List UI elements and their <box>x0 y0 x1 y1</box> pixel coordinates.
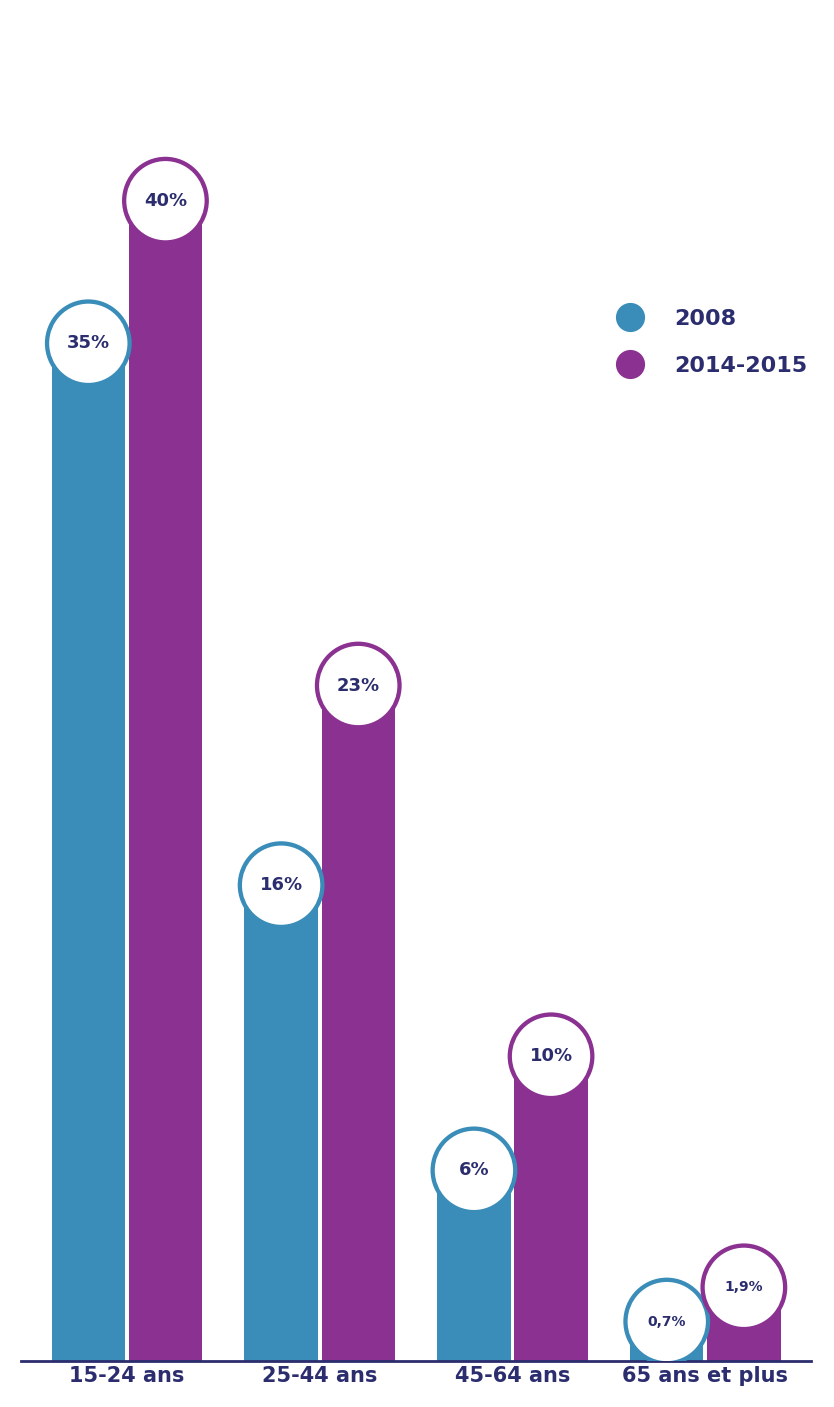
Ellipse shape <box>319 646 397 725</box>
Legend: 2008, 2014-2015: 2008, 2014-2015 <box>599 300 816 384</box>
Ellipse shape <box>126 160 204 241</box>
Ellipse shape <box>314 642 402 729</box>
Ellipse shape <box>628 1282 706 1361</box>
Ellipse shape <box>122 156 208 245</box>
Text: 10%: 10% <box>530 1047 573 1065</box>
Ellipse shape <box>238 841 324 929</box>
Ellipse shape <box>701 1244 787 1331</box>
Bar <box>52 363 125 1362</box>
Ellipse shape <box>242 846 320 924</box>
Ellipse shape <box>508 1013 595 1100</box>
Bar <box>631 1341 703 1362</box>
Text: 35%: 35% <box>67 335 110 352</box>
Ellipse shape <box>623 1278 711 1365</box>
Ellipse shape <box>430 1127 517 1214</box>
Ellipse shape <box>705 1248 783 1327</box>
Ellipse shape <box>45 300 132 387</box>
Bar <box>244 905 318 1362</box>
Text: 40%: 40% <box>144 191 187 210</box>
Ellipse shape <box>512 1017 590 1096</box>
Bar <box>128 221 202 1362</box>
Text: 1,9%: 1,9% <box>725 1280 763 1294</box>
Bar <box>322 705 394 1362</box>
Text: 23%: 23% <box>337 677 379 695</box>
Text: 16%: 16% <box>259 877 303 895</box>
Text: 6%: 6% <box>459 1161 490 1179</box>
Ellipse shape <box>49 304 128 383</box>
Bar <box>707 1307 781 1362</box>
Text: 0,7%: 0,7% <box>647 1314 686 1328</box>
Ellipse shape <box>435 1131 513 1210</box>
Bar <box>437 1190 510 1362</box>
Bar <box>515 1076 588 1362</box>
